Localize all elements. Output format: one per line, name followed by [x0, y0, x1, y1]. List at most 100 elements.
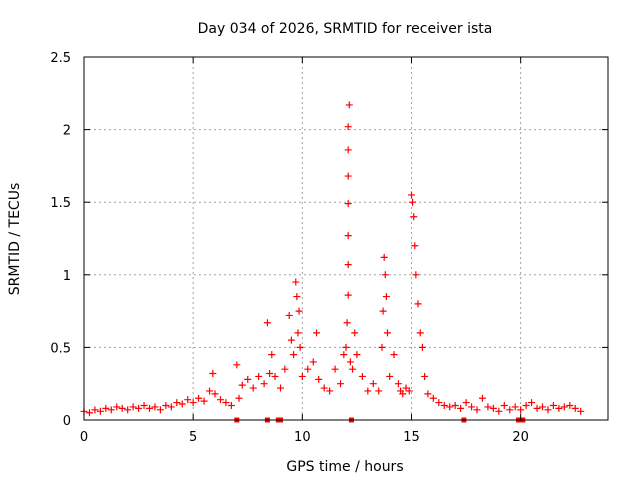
data-point: [344, 291, 352, 299]
data-point: [414, 300, 422, 308]
x-axis: 0 5 10 15 20: [80, 57, 529, 445]
data-point: [173, 399, 181, 407]
data-point: [102, 404, 110, 412]
data-point: [178, 400, 186, 408]
data-point: [364, 387, 372, 395]
data-point: [162, 401, 170, 409]
data-point: [560, 403, 568, 411]
data-point: [446, 403, 454, 411]
data-point: [528, 399, 536, 407]
data-point: [263, 319, 271, 327]
data-point: [315, 375, 323, 383]
data-point: [96, 407, 104, 415]
data-point: [344, 200, 352, 208]
data-point: [285, 311, 293, 319]
data-point: [209, 370, 217, 378]
data-point: [184, 396, 192, 404]
data-point: [451, 401, 459, 409]
data-point: [281, 365, 289, 373]
data-point: [156, 406, 164, 414]
grid-lines: [84, 57, 608, 420]
data-point: [399, 390, 407, 398]
data-point: [555, 404, 563, 412]
data-point: [378, 343, 386, 351]
y-tick-label: 1.5: [50, 196, 71, 211]
data-point: [382, 293, 390, 301]
x-tick-label: 5: [189, 430, 197, 445]
data-point: [369, 380, 377, 388]
data-point: [140, 401, 148, 409]
x-tick-label: 0: [80, 430, 88, 445]
x-tick-label: 10: [294, 430, 311, 445]
data-point: [260, 380, 268, 388]
data-point: [344, 172, 352, 180]
data-points: [80, 101, 585, 423]
data-point: [337, 380, 345, 388]
data-point: [249, 384, 257, 392]
data-point: [342, 343, 350, 351]
x-tick-label: 20: [512, 430, 529, 445]
y-tick-label: 1: [63, 269, 71, 284]
data-point: [296, 343, 304, 351]
y-tick-label: 2.5: [50, 51, 71, 66]
data-point: [511, 403, 519, 411]
data-point: [277, 384, 284, 392]
data-point: [189, 399, 197, 407]
data-point: [408, 191, 415, 199]
data-point: [216, 396, 224, 404]
data-point: [222, 399, 230, 407]
data-point: [124, 406, 132, 414]
data-point: [358, 372, 366, 380]
data-point: [151, 403, 159, 411]
data-point: [353, 351, 361, 359]
data-point: [211, 390, 219, 398]
data-point: [287, 336, 295, 344]
data-point: [405, 387, 413, 395]
data-point: [340, 351, 348, 359]
data-point: [429, 394, 437, 402]
y-tick-label: 0: [63, 414, 71, 429]
data-point: [344, 261, 352, 269]
data-point: [380, 253, 388, 261]
data-point: [91, 406, 99, 414]
y-tick-label: 2: [63, 124, 71, 139]
data-point: [295, 307, 303, 315]
data-point: [235, 394, 243, 402]
data-point: [298, 372, 306, 380]
data-point: [390, 351, 398, 359]
data-point: [167, 403, 175, 411]
data-point: [577, 407, 585, 415]
data-point: [544, 406, 552, 414]
y-axis: 0 0.5 1 1.5 2 2.5: [50, 51, 608, 429]
data-point: [344, 123, 352, 131]
data-point: [500, 401, 508, 409]
data-point: [200, 397, 208, 405]
data-point: [268, 351, 276, 359]
data-point: [195, 394, 203, 402]
data-point: [506, 406, 514, 414]
data-point: [421, 372, 429, 380]
data-point: [381, 271, 389, 279]
data-point: [118, 404, 126, 412]
data-point: [375, 387, 383, 395]
data-point: [549, 401, 557, 409]
data-point: [411, 242, 419, 250]
y-axis-label: SRMTID / TECUs: [7, 183, 23, 296]
data-point: [394, 380, 402, 388]
data-point: [379, 307, 387, 315]
data-point: [309, 358, 317, 366]
data-point: [206, 387, 214, 395]
data-point: [517, 406, 525, 414]
data-point: [473, 406, 481, 414]
data-point: [412, 271, 420, 279]
data-point: [478, 394, 486, 402]
data-point: [331, 365, 339, 373]
data-point: [146, 404, 153, 412]
data-point: [304, 365, 312, 373]
data-point: [409, 198, 417, 206]
data-point: [416, 329, 424, 337]
data-point: [107, 406, 115, 414]
data-point: [255, 372, 263, 380]
data-point: [495, 407, 503, 415]
plot-frame: [83, 56, 609, 421]
